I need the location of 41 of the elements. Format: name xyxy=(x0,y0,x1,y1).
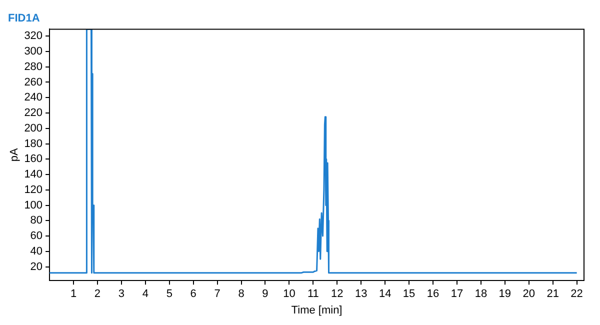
x-tick-label: 22 xyxy=(570,288,583,300)
x-tick-label: 2 xyxy=(94,288,101,300)
x-tick-label: 11 xyxy=(307,288,319,300)
x-tick-label: 5 xyxy=(166,288,172,300)
x-tick-label: 16 xyxy=(426,288,440,300)
x-axis-title: Time [min] xyxy=(291,304,342,316)
y-tick-label: 280 xyxy=(24,60,43,73)
y-tick-label: 80 xyxy=(30,214,43,227)
x-tick-label: 7 xyxy=(214,288,220,300)
y-tick-label: 300 xyxy=(24,46,43,58)
y-tick-label: 260 xyxy=(24,76,43,88)
x-tick-label: 20 xyxy=(522,288,536,300)
y-tick-label: 20 xyxy=(30,260,43,273)
x-tick-label: 12 xyxy=(331,288,344,300)
y-tick-label: 120 xyxy=(24,184,43,196)
x-tick-label: 13 xyxy=(354,288,368,300)
y-axis-title: pA xyxy=(8,148,21,162)
x-tick-label: 19 xyxy=(498,288,512,300)
x-tick-label: 21 xyxy=(546,288,559,300)
x-tick-label: 1 xyxy=(70,288,77,300)
x-tick-label: 14 xyxy=(378,288,392,300)
y-tick-label: 320 xyxy=(24,30,43,42)
y-tick-label: 200 xyxy=(24,122,43,134)
chart-title: FID1A xyxy=(8,12,40,25)
x-tick-label: 9 xyxy=(262,288,268,300)
x-tick-label: 6 xyxy=(190,288,196,300)
y-tick-label: 40 xyxy=(30,245,43,258)
x-tick-label: 18 xyxy=(474,288,488,300)
y-tick-label: 100 xyxy=(24,199,43,212)
x-tick-label: 17 xyxy=(450,288,464,300)
x-tick-label: 4 xyxy=(142,288,148,300)
x-tick-label: 8 xyxy=(238,288,244,300)
y-tick-label: 160 xyxy=(24,153,43,166)
x-tick-label: 3 xyxy=(118,288,125,300)
y-tick-label: 240 xyxy=(24,92,43,104)
y-tick-label: 60 xyxy=(30,230,43,242)
y-tick-label: 220 xyxy=(24,107,43,120)
x-tick-label: 15 xyxy=(402,288,416,300)
x-tick-label: 10 xyxy=(283,288,296,300)
y-tick-label: 180 xyxy=(24,138,43,150)
y-tick-label: 140 xyxy=(24,168,43,181)
